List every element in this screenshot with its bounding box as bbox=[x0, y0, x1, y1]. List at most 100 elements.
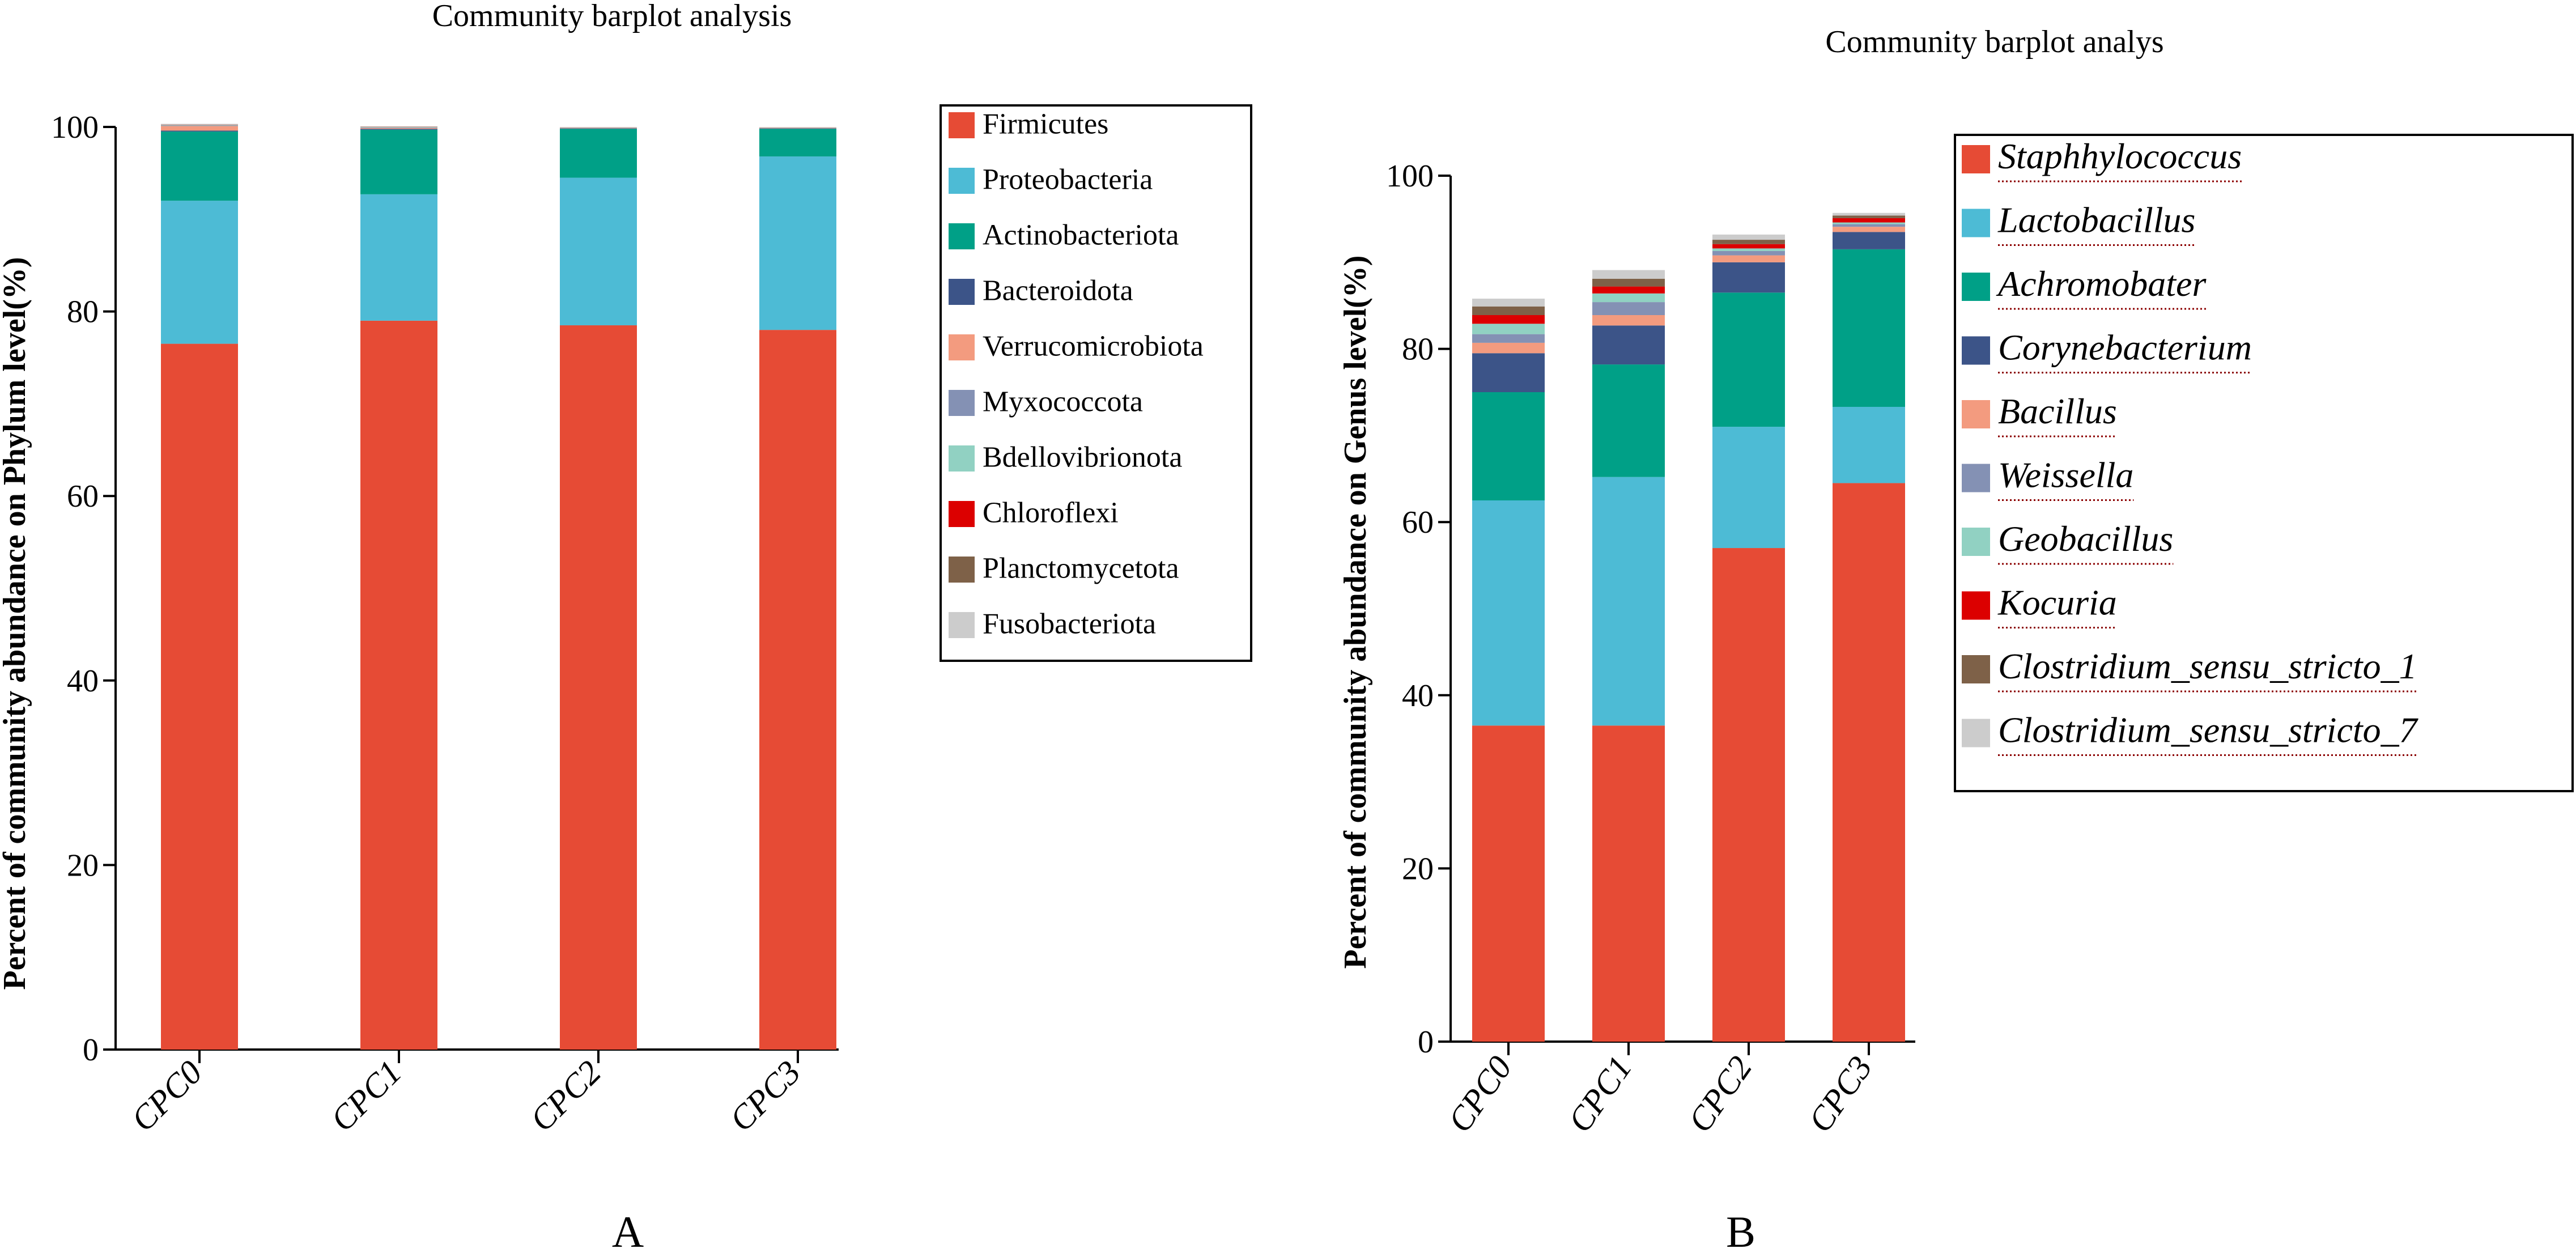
chart-a-x-tick-label: CPC1 bbox=[324, 1054, 409, 1139]
chart-a-y-tick-label: 60 bbox=[67, 479, 99, 514]
chart-b-legend-swatch bbox=[1962, 336, 1990, 365]
chart-b-legend-label: Corynebacterium bbox=[1998, 328, 2252, 368]
chart-b-x-tick-label: CPC0 bbox=[1440, 1050, 1519, 1139]
chart-b-legend-swatch bbox=[1962, 400, 1990, 428]
chart-a-bars bbox=[161, 124, 836, 1050]
chart-b-legend-label: Kocuria bbox=[1997, 583, 2117, 623]
chart-b-y-tick-label: 40 bbox=[1402, 678, 1434, 713]
chart-a-legend-label: Bdellovibrionota bbox=[983, 441, 1182, 474]
chart-b-x-ticks: CPC0 CPC1 CPC2 CPC3 bbox=[1440, 1042, 1880, 1139]
chart-b-x-tick-label: CPC2 bbox=[1681, 1050, 1759, 1139]
chart-b-legend: Staphhylococcus Lactobacillus Achromobater… bbox=[1962, 136, 2419, 756]
chart-a-bar-cpc1-segment-6 bbox=[360, 127, 437, 128]
chart-b-legend-label: Lactobacillus bbox=[1997, 200, 2195, 240]
chart-b-bar-cpc1-segment-5 bbox=[1592, 302, 1665, 316]
chart-a-bar-cpc0-segment-3 bbox=[161, 130, 238, 132]
chart-a-legend-box bbox=[940, 104, 1252, 662]
chart-a-bar-cpc3-segment-1 bbox=[759, 156, 836, 330]
chart-b-bar-cpc0-segment-9 bbox=[1472, 298, 1545, 307]
chart-b-legend-label: Geobacillus bbox=[1998, 519, 2173, 559]
chart-b-bar-cpc3-segment-8 bbox=[1833, 215, 1905, 218]
chart-b-legend-swatch bbox=[1962, 145, 1990, 173]
chart-a-legend-label: Chloroflexi bbox=[983, 497, 1119, 529]
chart-a-bar-cpc1-segment-2 bbox=[360, 129, 437, 194]
chart-b-bar-cpc2-segment-7 bbox=[1712, 244, 1785, 249]
chart-a-legend-swatch bbox=[949, 612, 975, 638]
chart-b-bar-cpc0-segment-4 bbox=[1472, 342, 1545, 354]
chart-b-bar-cpc3-segment-7 bbox=[1833, 218, 1905, 223]
chart-a-bar-cpc2-segment-2 bbox=[560, 129, 637, 178]
chart-b-legend-label: Achromobater bbox=[1996, 264, 2207, 304]
chart-a-bar-cpc2-segment-1 bbox=[560, 177, 637, 326]
chart-a-y-axis-label: Percent of community abundance on Phylum… bbox=[0, 257, 32, 989]
chart-b-bar-cpc3-segment-5 bbox=[1833, 224, 1905, 227]
chart-b-bar-cpc0-segment-6 bbox=[1472, 324, 1545, 334]
chart-b-bar-cpc1-segment-8 bbox=[1592, 278, 1665, 287]
chart-b-bar-cpc2-segment-8 bbox=[1712, 240, 1785, 244]
chart-b-y-tick-label: 80 bbox=[1402, 332, 1434, 367]
chart-b-x-tick-label: CPC3 bbox=[1801, 1050, 1879, 1139]
chart-a-bar-cpc1-segment-3 bbox=[360, 129, 437, 130]
chart-b-legend-swatch bbox=[1962, 464, 1990, 492]
chart-b-y-tick-label: 20 bbox=[1402, 851, 1434, 886]
chart-b-bar-cpc1-segment-9 bbox=[1592, 270, 1665, 279]
chart-b-legend-swatch bbox=[1962, 209, 1990, 237]
chart-b-y-axis-label: Percent of community abundance on Genus … bbox=[1338, 256, 1373, 969]
chart-b-bar-cpc0-segment-2 bbox=[1472, 392, 1545, 500]
chart-b-y-ticks: 0 20 40 60 80 100 bbox=[1386, 159, 1451, 1060]
chart-a-panel-label: A bbox=[612, 1207, 644, 1253]
chart-a-x-tick-label: CPC0 bbox=[124, 1054, 209, 1139]
chart-b-y-tick-label: 60 bbox=[1402, 505, 1434, 540]
chart-b-bars bbox=[1472, 213, 1905, 1042]
chart-a-y-ticks: 0 20 40 60 80 100 bbox=[51, 110, 116, 1068]
chart-a-title: Community barplot analysis bbox=[432, 0, 792, 33]
chart-b-bar-cpc2-segment-4 bbox=[1712, 255, 1785, 262]
chart-a-legend-swatch bbox=[949, 112, 975, 138]
chart-a-legend-swatch bbox=[949, 501, 975, 527]
chart-a-bar-cpc2-segment-0 bbox=[560, 325, 637, 1050]
chart-b-bar-cpc1-segment-1 bbox=[1592, 477, 1665, 726]
chart-b-bar-cpc2-segment-1 bbox=[1712, 427, 1785, 549]
chart-a-bar-cpc2-segment-4 bbox=[560, 128, 637, 129]
chart-a-x-tick-label: CPC2 bbox=[523, 1054, 608, 1139]
chart-a-y-tick-label: 20 bbox=[67, 848, 99, 883]
chart-b-bar-cpc1-segment-2 bbox=[1592, 364, 1665, 477]
chart-b-legend-label: Weissella bbox=[1998, 455, 2133, 495]
chart-a-legend-label: Actinobacteriota bbox=[983, 219, 1179, 252]
chart-b-legend-label: Bacillus bbox=[1998, 391, 2117, 431]
chart-a-bar-cpc1-segment-0 bbox=[360, 320, 437, 1050]
chart-b: Community barplot analys Percent of comm… bbox=[1338, 24, 2574, 1253]
chart-b-bar-cpc0-segment-1 bbox=[1472, 500, 1545, 726]
chart-b-bar-cpc2-segment-3 bbox=[1712, 262, 1785, 293]
chart-b-bar-cpc1-segment-0 bbox=[1592, 725, 1665, 1042]
chart-b-bar-cpc2-segment-6 bbox=[1712, 248, 1785, 251]
chart-b-legend-label: Clostridium_sensu_stricto_7 bbox=[1998, 710, 2419, 750]
chart-b-bar-cpc2-segment-9 bbox=[1712, 234, 1785, 240]
chart-b-bar-cpc1-segment-4 bbox=[1592, 315, 1665, 326]
chart-a-bar-cpc0-segment-1 bbox=[161, 201, 238, 344]
chart-b-bar-cpc0-segment-0 bbox=[1472, 725, 1545, 1042]
chart-b-legend-label: Clostridium_sensu_stricto_1 bbox=[1998, 646, 2417, 686]
chart-b-y-tick-label: 0 bbox=[1418, 1025, 1434, 1060]
chart-b-bar-cpc3-segment-2 bbox=[1833, 249, 1905, 407]
chart-b-bar-cpc0-segment-5 bbox=[1472, 334, 1545, 343]
chart-b-bar-cpc3-segment-0 bbox=[1833, 483, 1905, 1042]
chart-a-bar-cpc3-segment-3 bbox=[759, 128, 836, 129]
chart-b-bar-cpc3-segment-4 bbox=[1833, 227, 1905, 232]
chart-a-bar-cpc0-segment-6 bbox=[161, 125, 238, 126]
chart-a-bar-cpc1-segment-1 bbox=[360, 194, 437, 321]
chart-a-bar-cpc0-segment-4 bbox=[161, 126, 238, 131]
chart-a-bar-cpc2-segment-3 bbox=[560, 128, 637, 129]
chart-b-legend-swatch bbox=[1962, 528, 1990, 556]
chart-b-bar-cpc1-segment-6 bbox=[1592, 293, 1665, 303]
chart-a-legend-swatch bbox=[949, 390, 975, 416]
chart-a-legend-swatch bbox=[949, 445, 975, 472]
chart-a-y-tick-label: 40 bbox=[67, 664, 99, 699]
chart-b-panel-label: B bbox=[1726, 1207, 1755, 1253]
chart-b-bar-cpc3-segment-3 bbox=[1833, 232, 1905, 249]
chart-a-legend-swatch bbox=[949, 223, 975, 249]
chart-b-bar-cpc1-segment-3 bbox=[1592, 325, 1665, 365]
chart-a-legend-swatch bbox=[949, 557, 975, 583]
chart-b-legend-label: Staphhylococcus bbox=[1998, 136, 2242, 176]
chart-a-legend-label: Proteobacteria bbox=[983, 164, 1153, 196]
